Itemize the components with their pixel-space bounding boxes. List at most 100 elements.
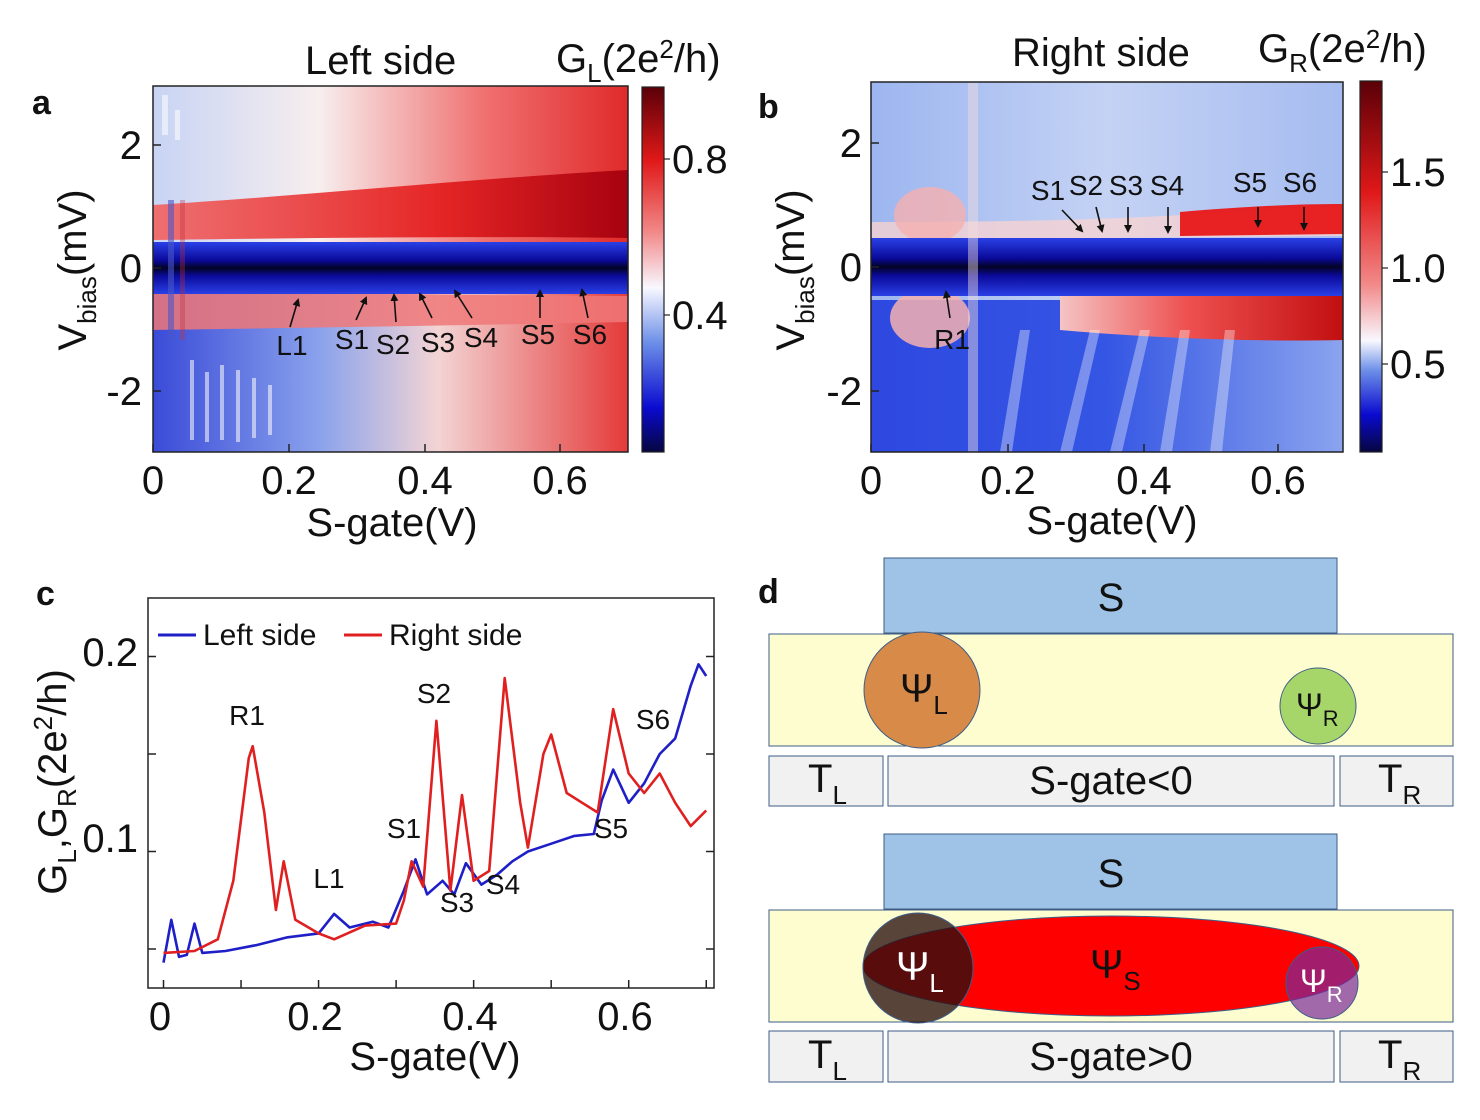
psi-R-state-1 (1279, 667, 1357, 745)
a-ann-S4: S4 (464, 322, 498, 353)
psi-L-label-1: ΨL (900, 667, 948, 720)
psi-R-label-1: ΨR (1296, 687, 1339, 731)
legend-left-side: Left side (203, 619, 316, 652)
s-gate-1 (887, 755, 1335, 807)
tunnel-gate-right-1 (1339, 755, 1454, 807)
b-ann-S3: S3 (1109, 170, 1143, 201)
colorbar-b (1359, 80, 1383, 453)
a-xlabel: S-gate(V) (306, 501, 477, 545)
tunnel-gate-left-1 (768, 755, 884, 807)
TR-label-2: TR (1378, 1033, 1421, 1086)
s-gate-positive-label: S-gate>0 (1029, 1035, 1192, 1079)
gap-b (871, 238, 1343, 296)
c-ann-L1: L1 (313, 863, 344, 894)
b-ctick-0: 1.5 (1390, 151, 1446, 195)
schematic-negative: S ΨL ΨR TL S-gate<0 TR (768, 557, 1454, 810)
heatmap-left (153, 86, 628, 452)
b-ann-R1: R1 (934, 324, 970, 355)
legend: Left side Right side (158, 619, 522, 652)
c-ann-S2: S2 (417, 678, 451, 709)
b-ann-S2: S2 (1069, 170, 1103, 201)
TL-label-2: TL (808, 1033, 847, 1086)
s-gate-2 (887, 1030, 1335, 1083)
a-ann-S1: S1 (335, 324, 369, 355)
psi-R-state-2 (1285, 946, 1359, 1020)
b-ann-S5: S5 (1233, 167, 1267, 198)
a-ann-S6: S6 (573, 319, 607, 350)
superconductor-bottom (883, 833, 1338, 910)
a-ann-S5: S5 (521, 319, 555, 350)
psi-L-label-2: ΨL (896, 945, 944, 998)
b-xtick-2: 0.4 (1116, 459, 1172, 503)
heatmap-right (871, 82, 1343, 452)
panel-c-letter: c (36, 575, 55, 613)
b-ytick-1: 0 (840, 246, 862, 290)
a-ann-L1: L1 (276, 330, 307, 361)
c-xlabel: S-gate(V) (349, 1035, 520, 1079)
b-ann-S1: S1 (1031, 175, 1065, 206)
tunnel-gate-right-2 (1339, 1030, 1454, 1083)
psi-L-state-1 (863, 631, 981, 749)
c-ann-S6: S6 (636, 704, 670, 735)
band-a-lower (153, 290, 628, 330)
a-ylabel: Vbias(mV) (51, 189, 102, 350)
band-a-upper (153, 170, 628, 240)
a-ann-S2: S2 (376, 329, 410, 360)
colorbar-a (641, 86, 665, 453)
panel-b-title: Right side (1012, 31, 1190, 75)
a-xtick-1: 0.2 (261, 459, 317, 503)
TR-label-1: TR (1378, 757, 1421, 810)
b-ann-S6: S6 (1283, 167, 1317, 198)
panel-a-title: Left side (305, 39, 456, 83)
c-ytick-1: 0.1 (82, 817, 138, 861)
series-left-side (162, 662, 708, 963)
b-ylabel: Vbias(mV) (769, 189, 820, 350)
band-b-lower (1060, 291, 1343, 341)
a-ann-S3: S3 (421, 327, 455, 358)
superconductor-top (883, 557, 1338, 634)
c-xtick-1: 0.2 (287, 995, 343, 1039)
panel-b-colorbar-label: GR(2e2/h) (1258, 24, 1427, 78)
c-ann-S1: S1 (387, 813, 421, 844)
a-xtick-2: 0.4 (397, 459, 453, 503)
panel-d-letter: d (758, 573, 779, 611)
line-plot (162, 662, 708, 963)
c-xtick-2: 0.4 (442, 995, 498, 1039)
superconductor-label-1: S (1098, 576, 1125, 620)
b-ann-S4: S4 (1150, 170, 1184, 201)
legend-right-side: Right side (389, 619, 522, 652)
a-ytick-1: 0 (120, 247, 142, 291)
panel-a-frame (152, 85, 629, 453)
psi-L-state-2 (862, 912, 974, 1024)
c-ann-S5: S5 (594, 813, 628, 844)
b-ctick-1: 1.0 (1390, 247, 1446, 291)
tunnel-gate-left-2 (768, 1030, 884, 1083)
panel-b-letter: b (758, 88, 779, 126)
a-ctick-0: 0.8 (672, 138, 728, 182)
a-xtick-0: 0 (142, 459, 164, 503)
psi-S-label: ΨS (1090, 943, 1141, 996)
c-xtick-3: 0.6 (597, 995, 653, 1039)
b-xtick-1: 0.2 (980, 459, 1036, 503)
b-xlabel: S-gate(V) (1026, 499, 1197, 543)
a-ctick-1: 0.4 (672, 294, 728, 338)
a-ytick-2: -2 (106, 370, 142, 414)
c-ytick-0: 0.2 (82, 631, 138, 675)
c-xtick-0: 0 (149, 995, 171, 1039)
c-ylabel: GL,GR(2e2/h) (28, 669, 82, 895)
a-xtick-3: 0.6 (532, 459, 588, 503)
superconductor-label-2: S (1098, 852, 1125, 896)
psi-R-label-2: ΨR (1300, 963, 1343, 1007)
a-ytick-0: 2 (120, 124, 142, 168)
c-ann-R1: R1 (229, 700, 265, 731)
b-xtick-0: 0 (860, 459, 882, 503)
TL-label-1: TL (808, 757, 847, 810)
b-ytick-0: 2 (840, 122, 862, 166)
panel-a-colorbar-label: GL(2e2/h) (556, 34, 721, 88)
b-ytick-2: -2 (826, 370, 862, 414)
panel-a-letter: a (32, 84, 52, 122)
c-ann-S4: S4 (486, 869, 520, 900)
c-ann-S3: S3 (440, 887, 474, 918)
schematic-positive: S ΨL ΨS ΨR TL S-gate>0 TR (768, 833, 1454, 1086)
